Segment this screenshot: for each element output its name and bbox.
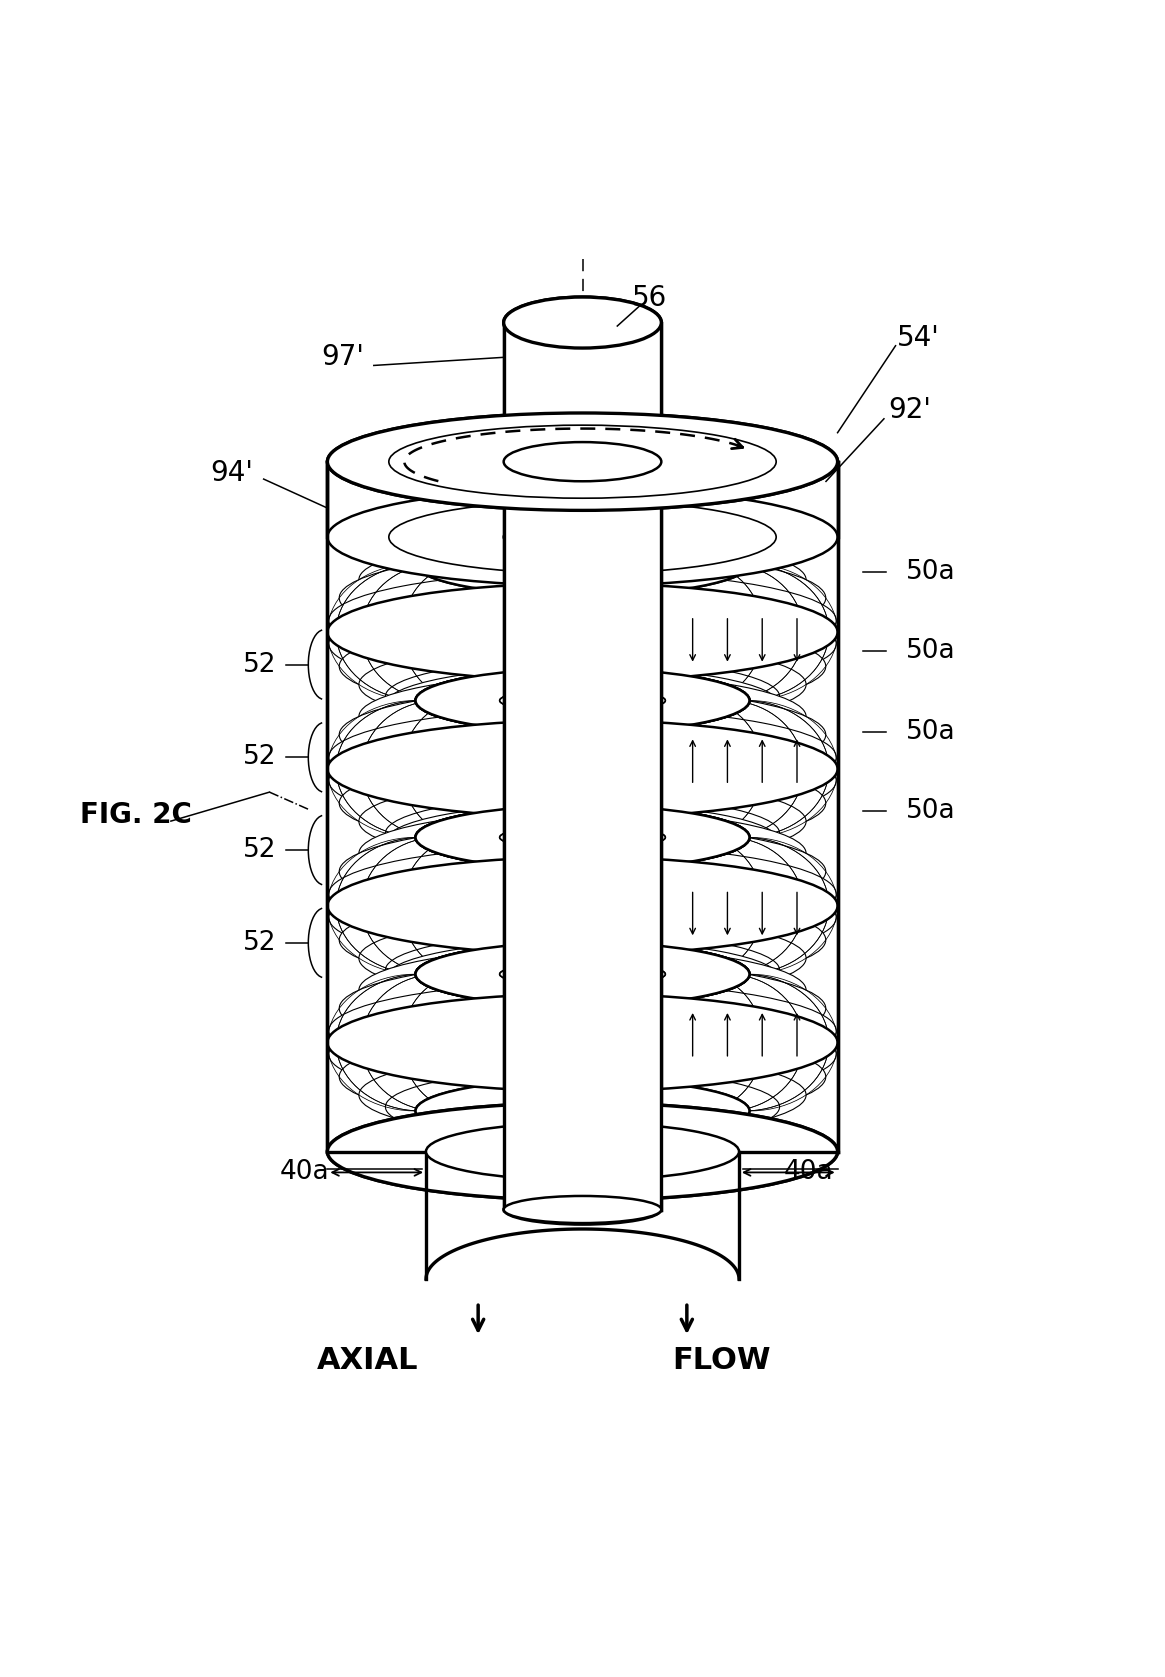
Ellipse shape [329, 572, 836, 669]
Text: 52: 52 [243, 837, 277, 864]
Ellipse shape [500, 689, 665, 713]
Polygon shape [316, 552, 849, 713]
Ellipse shape [339, 894, 826, 986]
Ellipse shape [426, 1122, 739, 1181]
Ellipse shape [416, 1078, 749, 1142]
Ellipse shape [503, 297, 662, 349]
Ellipse shape [329, 709, 836, 805]
Ellipse shape [386, 667, 779, 743]
Text: 56: 56 [633, 283, 668, 312]
Text: AXIAL: AXIAL [317, 1345, 418, 1375]
Ellipse shape [339, 756, 826, 850]
Ellipse shape [359, 948, 806, 1033]
Ellipse shape [327, 1103, 838, 1201]
Polygon shape [327, 461, 838, 1152]
Ellipse shape [359, 537, 806, 622]
Ellipse shape [386, 941, 779, 1016]
Ellipse shape [416, 532, 749, 595]
Ellipse shape [416, 532, 749, 595]
Polygon shape [503, 322, 662, 1209]
Ellipse shape [327, 488, 838, 585]
Ellipse shape [416, 942, 749, 1006]
Polygon shape [327, 461, 838, 537]
Text: 52: 52 [243, 745, 277, 770]
Ellipse shape [503, 443, 662, 481]
Ellipse shape [503, 297, 662, 349]
Ellipse shape [359, 674, 806, 760]
Ellipse shape [500, 825, 665, 849]
Ellipse shape [359, 642, 806, 728]
Polygon shape [503, 322, 662, 1209]
Ellipse shape [500, 552, 665, 575]
Text: 50a: 50a [905, 798, 955, 823]
Text: FIG. 2C: FIG. 2C [80, 802, 192, 830]
Ellipse shape [327, 584, 838, 681]
Ellipse shape [339, 620, 826, 713]
Ellipse shape [359, 916, 806, 1001]
Ellipse shape [503, 1194, 662, 1224]
Ellipse shape [329, 595, 836, 693]
Ellipse shape [503, 520, 662, 553]
Ellipse shape [386, 932, 779, 1008]
Ellipse shape [500, 689, 665, 713]
Polygon shape [316, 689, 849, 849]
Ellipse shape [329, 733, 836, 828]
Ellipse shape [416, 805, 749, 869]
Polygon shape [316, 963, 849, 1122]
Text: 40a: 40a [280, 1159, 329, 1186]
Text: 92': 92' [888, 396, 931, 424]
Ellipse shape [359, 810, 806, 896]
Ellipse shape [503, 1196, 662, 1223]
Ellipse shape [339, 1030, 826, 1124]
Text: 50a: 50a [905, 719, 955, 745]
Ellipse shape [327, 413, 838, 510]
Ellipse shape [327, 413, 838, 510]
Ellipse shape [416, 942, 749, 1006]
Ellipse shape [339, 825, 826, 917]
Ellipse shape [386, 659, 779, 735]
Ellipse shape [386, 795, 779, 870]
Ellipse shape [500, 825, 665, 849]
Ellipse shape [416, 805, 749, 869]
Ellipse shape [500, 963, 665, 986]
Ellipse shape [386, 803, 779, 879]
Ellipse shape [327, 1103, 838, 1201]
Text: 94': 94' [210, 459, 253, 488]
Ellipse shape [327, 857, 838, 954]
Text: 52: 52 [243, 652, 277, 678]
Text: 52: 52 [243, 929, 277, 956]
Text: 97': 97' [322, 344, 363, 371]
Ellipse shape [416, 942, 749, 1006]
Ellipse shape [329, 869, 836, 966]
Ellipse shape [327, 994, 838, 1092]
Ellipse shape [339, 688, 826, 781]
Ellipse shape [327, 719, 838, 818]
Ellipse shape [386, 1070, 779, 1144]
Ellipse shape [416, 669, 749, 733]
Ellipse shape [329, 845, 836, 942]
Ellipse shape [416, 942, 749, 1006]
Text: 54': 54' [897, 324, 940, 352]
Ellipse shape [416, 669, 749, 733]
Ellipse shape [329, 983, 836, 1078]
Text: 40a: 40a [784, 1159, 833, 1186]
Ellipse shape [339, 552, 826, 644]
Ellipse shape [500, 1098, 665, 1124]
Text: 50a: 50a [905, 637, 955, 664]
Ellipse shape [416, 1078, 749, 1142]
Ellipse shape [359, 1051, 806, 1137]
Ellipse shape [503, 443, 662, 481]
Ellipse shape [359, 778, 806, 864]
Ellipse shape [416, 669, 749, 733]
Text: FLOW: FLOW [672, 1345, 771, 1375]
Ellipse shape [329, 1006, 836, 1103]
Ellipse shape [386, 530, 779, 605]
Ellipse shape [416, 669, 749, 733]
Polygon shape [316, 825, 849, 986]
Ellipse shape [339, 963, 826, 1055]
Text: 50a: 50a [905, 558, 955, 585]
Ellipse shape [416, 805, 749, 869]
Ellipse shape [416, 805, 749, 869]
Ellipse shape [500, 963, 665, 986]
